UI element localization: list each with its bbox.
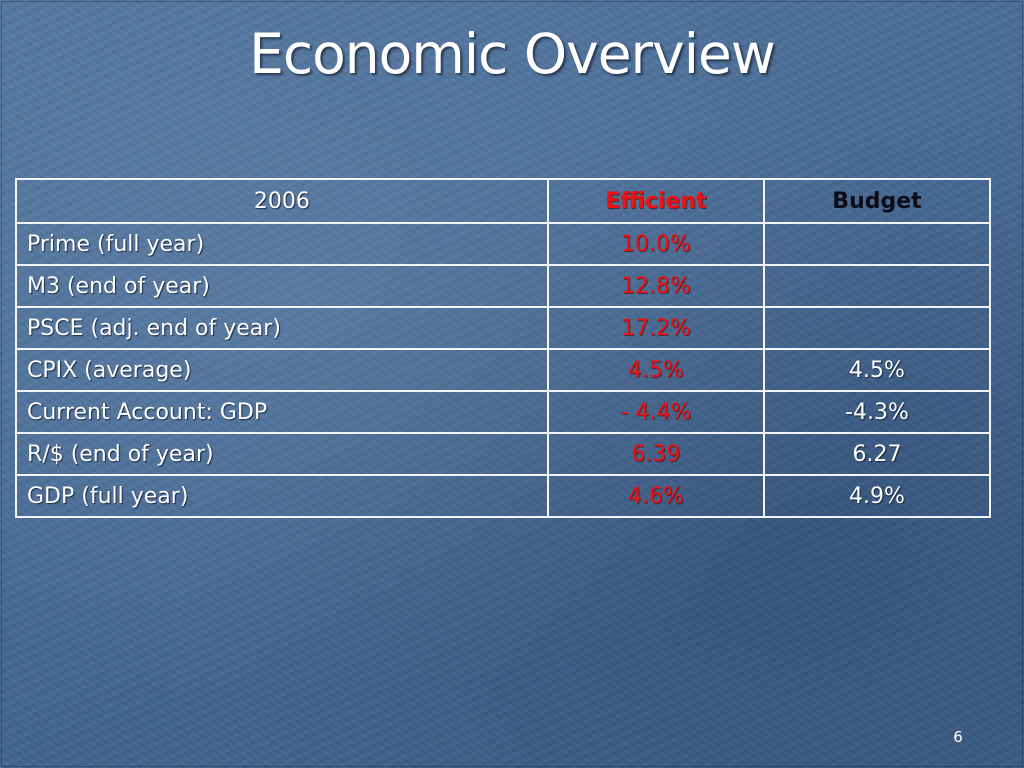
- row-budget-value: 6.27: [762, 432, 992, 476]
- row-budget-value: 4.5%: [762, 348, 992, 392]
- row-label: R/$ (end of year): [15, 432, 549, 476]
- slide-title: Economic Overview: [249, 22, 776, 86]
- table-row: Current Account: GDP - 4.4% -4.3%: [15, 390, 992, 434]
- economic-overview-table: 2006 Efficient Budget Prime (full year) …: [15, 178, 992, 518]
- header-budget: Budget: [762, 178, 992, 224]
- page-number: 6: [953, 728, 963, 746]
- table-header-row: 2006 Efficient Budget: [15, 178, 992, 224]
- row-efficient-value: 17.2%: [546, 306, 765, 350]
- row-budget-value: -4.3%: [762, 390, 992, 434]
- table-row: PSCE (adj. end of year) 17.2%: [15, 306, 992, 350]
- row-label: M3 (end of year): [15, 264, 549, 308]
- row-label: Prime (full year): [15, 222, 549, 266]
- table-row: Prime (full year) 10.0%: [15, 222, 992, 266]
- row-efficient-value: 4.6%: [546, 474, 765, 518]
- row-budget-value: 4.9%: [762, 474, 992, 518]
- row-budget-value: [762, 222, 992, 266]
- table-row: CPIX (average) 4.5% 4.5%: [15, 348, 992, 392]
- row-budget-value: [762, 306, 992, 350]
- row-label: Current Account: GDP: [15, 390, 549, 434]
- row-budget-value: [762, 264, 992, 308]
- header-year: 2006: [15, 178, 549, 224]
- table-row: GDP (full year) 4.6% 4.9%: [15, 474, 992, 518]
- row-efficient-value: 12.8%: [546, 264, 765, 308]
- row-efficient-value: 4.5%: [546, 348, 765, 392]
- row-efficient-value: 10.0%: [546, 222, 765, 266]
- header-efficient: Efficient: [546, 178, 765, 224]
- table-row: R/$ (end of year) 6.39 6.27: [15, 432, 992, 476]
- table-row: M3 (end of year) 12.8%: [15, 264, 992, 308]
- row-efficient-value: 6.39: [546, 432, 765, 476]
- row-label: PSCE (adj. end of year): [15, 306, 549, 350]
- row-label: CPIX (average): [15, 348, 549, 392]
- row-efficient-value: - 4.4%: [546, 390, 765, 434]
- row-label: GDP (full year): [15, 474, 549, 518]
